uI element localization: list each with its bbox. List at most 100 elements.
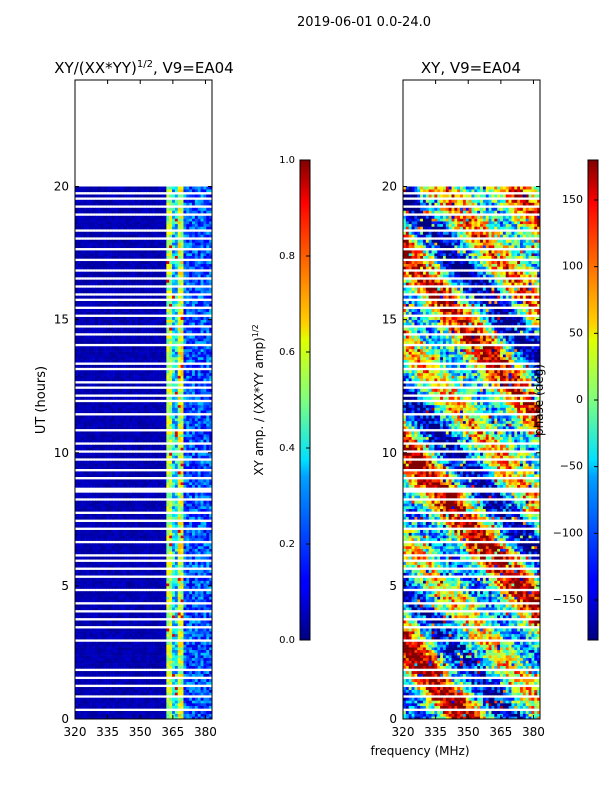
- amp-heatmap-cell: [200, 655, 205, 659]
- amp-heatmap-cell: [97, 649, 102, 653]
- amp-heatmap-cell: [75, 359, 79, 363]
- amp-heatmap-cell: [157, 703, 162, 706]
- amp-heatmap-cell: [200, 580, 205, 584]
- amp-heatmap-cell: [89, 671, 93, 675]
- amp-heatmap-cell: [103, 434, 107, 438]
- amp-heatmap-cell: [134, 591, 139, 595]
- amp-heatmap-cell: [106, 516, 110, 520]
- amp-heatmap-cell: [100, 548, 105, 552]
- amp-heatmap-cell: [174, 356, 179, 360]
- amp-heatmap-cell: [120, 378, 125, 382]
- amp-heatmap-cell: [77, 535, 82, 539]
- amp-heatmap-cell: [77, 623, 82, 627]
- amp-heatmap-cell: [177, 612, 182, 616]
- amp-heatmap-cell: [183, 647, 187, 651]
- amp-heatmap-cell: [163, 561, 167, 565]
- amp-heatmap-cell: [172, 687, 176, 691]
- amp-heatmap-cell: [77, 705, 82, 709]
- amp-heatmap-cell: [123, 711, 127, 714]
- amp-heatmap-cell: [146, 410, 150, 414]
- amp-heatmap-cell: [206, 463, 210, 467]
- amp-heatmap-cell: [194, 700, 199, 704]
- amp-heatmap-cell: [109, 444, 113, 448]
- amp-heatmap-cell: [203, 615, 207, 619]
- amp-heatmap-cell: [197, 673, 202, 677]
- amp-heatmap-cell: [126, 703, 130, 706]
- amp-heatmap-cell: [206, 612, 210, 616]
- amp-heatmap-cell: [177, 561, 182, 565]
- amp-heatmap-cell: [172, 700, 176, 704]
- amp-heatmap-cell: [123, 434, 127, 438]
- amp-heatmap-cell: [186, 641, 190, 645]
- amp-heatmap-cell: [180, 402, 185, 406]
- amp-heatmap-cell: [140, 631, 145, 635]
- amp-heatmap-cell: [180, 516, 185, 520]
- amp-heatmap-cell: [177, 364, 182, 368]
- amp-heatmap-cell: [134, 660, 139, 664]
- amp-heatmap-cell: [149, 466, 153, 470]
- amp-heatmap-cell: [183, 479, 187, 483]
- amp-heatmap-cell: [166, 524, 170, 528]
- amp-heatmap-cell: [80, 407, 85, 411]
- amp-heatmap-cell: [132, 513, 136, 517]
- amp-heatmap-cell: [86, 607, 90, 611]
- amp-heatmap-cell: [177, 356, 182, 360]
- amp-heatmap-cell: [169, 665, 173, 669]
- amp-heatmap-cell: [92, 415, 96, 419]
- amp-heatmap-cell: [194, 532, 199, 536]
- amp-heatmap-cell: [209, 492, 212, 496]
- amp-heatmap-cell: [169, 364, 173, 368]
- amp-heatmap-cell: [157, 591, 162, 595]
- amp-heatmap-cell: [112, 354, 116, 358]
- amp-heatmap-cell: [177, 711, 182, 714]
- amp-heatmap-cell: [123, 370, 127, 374]
- amp-heatmap-cell: [100, 649, 105, 653]
- amp-heatmap-cell: [83, 671, 88, 675]
- amp-heatmap-cell: [152, 444, 156, 448]
- amp-heatmap-cell: [137, 604, 142, 608]
- amp-heatmap-cell: [186, 471, 190, 475]
- amp-heatmap-cell: [103, 604, 107, 608]
- amp-heatmap-cell: [117, 548, 122, 552]
- amp-heatmap-cell: [143, 649, 147, 653]
- amp-heatmap-cell: [143, 460, 147, 464]
- amp-heatmap-cell: [183, 532, 187, 536]
- amp-heatmap-cell: [97, 391, 102, 395]
- amp-heatmap-cell: [134, 569, 139, 573]
- amp-heatmap-cell: [92, 484, 96, 488]
- amp-heatmap-cell: [100, 479, 105, 483]
- amp-heatmap-cell: [89, 543, 93, 547]
- amp-heatmap-cell: [157, 689, 162, 693]
- amp-heatmap-cell: [194, 564, 199, 568]
- amp-heatmap-cell: [206, 516, 210, 520]
- amp-heatmap-cell: [89, 484, 93, 488]
- amp-heatmap-cell: [75, 593, 79, 597]
- amp-heatmap-cell: [140, 495, 145, 499]
- amp-heatmap-cell: [189, 375, 193, 379]
- amp-heatmap-cell: [97, 521, 102, 525]
- amp-heatmap-cell: [177, 513, 182, 517]
- amp-heatmap-cell: [200, 535, 205, 539]
- amp-heatmap-cell: [112, 655, 116, 659]
- amp-heatmap-cell: [203, 545, 207, 549]
- amp-heatmap-cell: [172, 652, 176, 656]
- amp-heatmap-cell: [114, 673, 119, 677]
- amp-heatmap-cell: [140, 508, 145, 512]
- amp-heatmap-cell: [83, 418, 88, 422]
- amp-heatmap-cell: [97, 348, 102, 352]
- amp-heatmap-cell: [209, 548, 212, 552]
- amp-heatmap-cell: [180, 604, 185, 608]
- amp-heatmap-cell: [209, 436, 212, 440]
- amp-heatmap-cell: [140, 612, 145, 616]
- amp-heatmap-cell: [192, 508, 196, 512]
- amp-heatmap-cell: [192, 418, 196, 422]
- amp-heatmap-cell: [134, 687, 139, 691]
- amp-heatmap-cell: [200, 524, 205, 528]
- amp-heatmap-cell: [132, 354, 136, 358]
- amp-heatmap-cell: [200, 383, 205, 387]
- amp-heatmap-cell: [109, 660, 113, 664]
- amp-heatmap-cell: [94, 569, 99, 573]
- amp-heatmap-cell: [132, 564, 136, 568]
- amp-heatmap-cell: [94, 665, 99, 669]
- amp-heatmap-cell: [180, 492, 185, 496]
